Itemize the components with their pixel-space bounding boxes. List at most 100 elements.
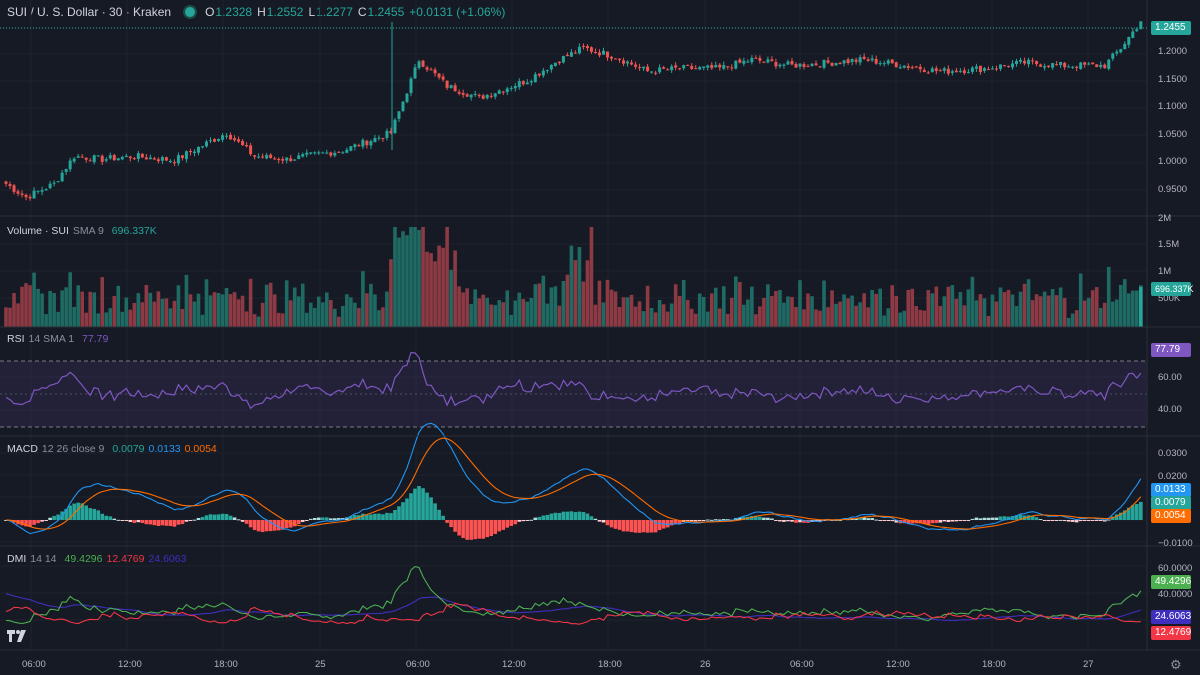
volume-bar <box>1102 302 1107 327</box>
macd-histogram-bar <box>617 520 622 530</box>
candle-body <box>325 152 329 154</box>
candle-body <box>626 61 630 64</box>
candle-body <box>822 59 826 68</box>
candle-body <box>209 140 213 142</box>
volume-bar <box>705 311 710 327</box>
volume-bar <box>449 269 453 327</box>
candle-body <box>958 70 962 72</box>
candle-body <box>473 93 477 95</box>
macd-histogram-bar <box>208 514 213 520</box>
candle-body <box>305 152 309 155</box>
candle-body <box>477 94 481 96</box>
macd-legend[interactable]: MACD 12 26 close 9 0.0079 0.0133 0.0054 <box>7 443 217 455</box>
candle-body <box>1131 31 1135 38</box>
candle <box>610 55 614 62</box>
volume-bar <box>742 304 746 327</box>
candle-body <box>84 157 88 160</box>
macd-histogram-bar <box>950 520 955 522</box>
rsi-legend[interactable]: RSI 14 SMA 1 77.79 <box>7 333 108 345</box>
candle <box>229 132 233 140</box>
symbol-title[interactable]: SUI / U. S. Dollar · 30 · Kraken <box>7 5 172 19</box>
dmi-legend[interactable]: DMI 14 14 49.4296 12.4769 24.6063 <box>7 553 186 565</box>
macd-histogram-bar <box>926 520 931 525</box>
candle-body <box>854 59 858 62</box>
candle-body <box>409 78 413 94</box>
macd-histogram-bar <box>665 520 670 528</box>
candle <box>341 151 345 154</box>
macd-histogram-bar <box>1006 516 1011 520</box>
volume-tick: 2M <box>1158 213 1172 224</box>
volume-bar <box>1110 301 1115 327</box>
volume-tick: 500K <box>1158 293 1181 304</box>
candle <box>225 133 229 140</box>
candle-body <box>994 68 998 70</box>
candle-body <box>56 181 60 183</box>
macd-histogram-bar <box>493 520 498 534</box>
candle <box>333 150 337 158</box>
volume-bar <box>661 304 666 327</box>
candle-body <box>441 76 445 80</box>
macd-histogram-bar <box>1139 501 1143 520</box>
candle-body <box>906 66 910 68</box>
macd-histogram-bar <box>549 513 554 520</box>
volume-bar <box>545 303 550 327</box>
macd-histogram-bar <box>726 519 730 521</box>
macd-histogram-bar <box>1018 514 1023 520</box>
candle-body <box>289 158 293 162</box>
macd-histogram-bar <box>609 520 614 528</box>
volume-bar <box>629 294 634 327</box>
candle <box>433 67 437 77</box>
market-status-icon <box>185 7 196 17</box>
candle-body <box>160 157 164 161</box>
candle-body <box>674 65 678 68</box>
candle <box>1067 64 1071 68</box>
candle-body <box>982 68 986 71</box>
candle <box>377 135 381 141</box>
macd-histogram-bar <box>296 520 301 525</box>
candle-body <box>461 92 465 95</box>
volume-bar <box>681 280 686 327</box>
macd-histogram-bar <box>389 513 393 520</box>
macd-histogram-bar <box>569 511 574 520</box>
macd-params: 12 26 close 9 <box>41 443 105 455</box>
candle <box>726 66 730 70</box>
macd-tick: 0.0200 <box>1158 471 1188 482</box>
candle-body <box>188 151 192 153</box>
candle-body <box>513 85 517 89</box>
volume-bar <box>1127 293 1131 327</box>
macd-histogram-bar <box>742 516 746 520</box>
candle <box>12 184 16 195</box>
tradingview-logo-icon[interactable] <box>6 628 28 644</box>
macd-histogram-bar <box>866 518 870 520</box>
candle <box>417 59 421 70</box>
macd-histogram-bar <box>64 508 68 520</box>
gear-icon[interactable]: ⚙ <box>1170 657 1182 672</box>
candle-body <box>329 152 333 156</box>
candle <box>593 48 597 54</box>
macd-histogram-bar <box>858 517 862 520</box>
macd-histogram-bar <box>264 520 269 532</box>
candle-body <box>934 68 938 72</box>
volume-legend[interactable]: Volume · SUI SMA 9 696.337K <box>7 225 157 237</box>
macd-histogram-bar <box>96 510 101 520</box>
candle-body <box>136 153 140 160</box>
macd-histogram-bar <box>425 492 429 520</box>
macd-histogram-bar <box>308 518 313 520</box>
candle-body <box>417 61 421 68</box>
candle-body <box>614 58 618 60</box>
grid-lines <box>0 0 1147 650</box>
macd-histogram-bar <box>1062 520 1067 522</box>
macd-histogram-bar <box>92 508 97 520</box>
volume-bar <box>481 294 485 327</box>
candle <box>874 55 878 65</box>
candle <box>834 62 838 66</box>
volume-bar <box>116 285 121 327</box>
volume-bar <box>493 305 498 327</box>
candle-body <box>1039 64 1043 67</box>
candle-body <box>810 63 814 67</box>
candle <box>505 86 509 95</box>
volume-bar <box>726 313 730 327</box>
candle <box>253 154 257 160</box>
candle <box>882 60 886 67</box>
